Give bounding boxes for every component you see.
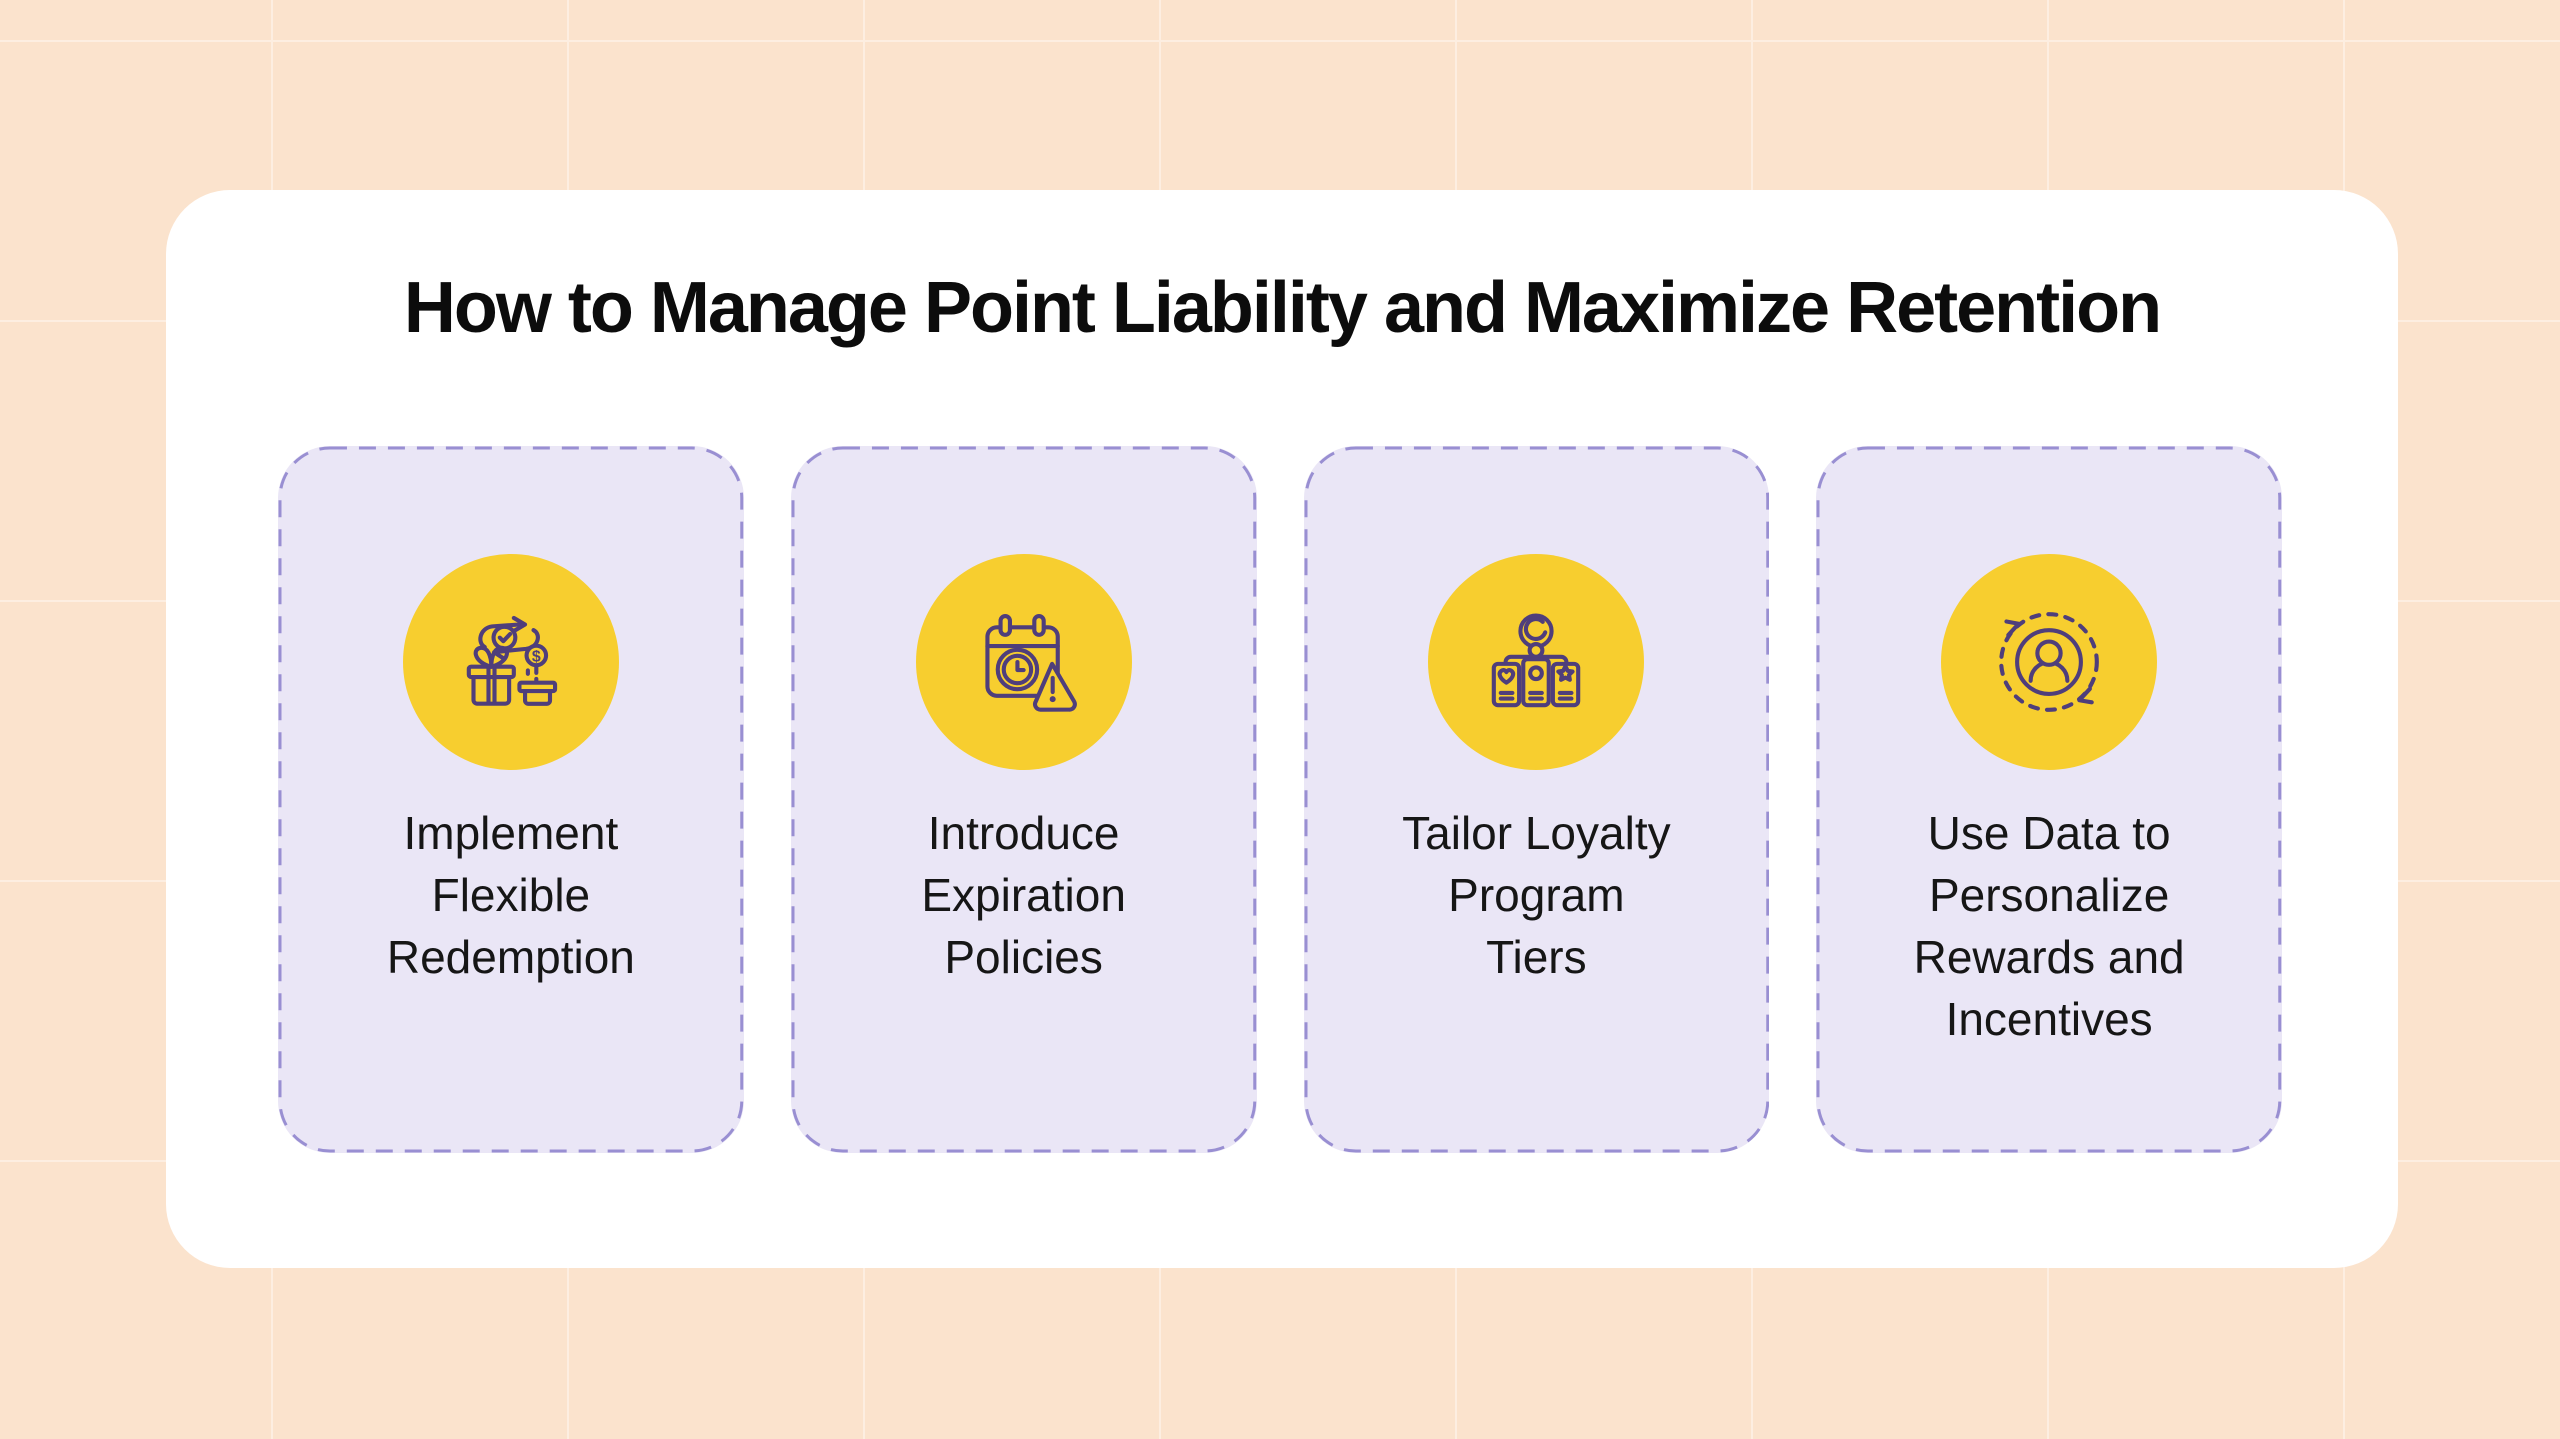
user-cycle-arrows-icon bbox=[1999, 612, 2099, 712]
card-loyalty-tiers: Tailor Loyalty Program Tiers bbox=[1303, 446, 1770, 1153]
card-expiration-policies: Introduce Expiration Policies bbox=[790, 446, 1257, 1153]
gift-exchange-coin-icon: $ bbox=[466, 615, 557, 706]
card-dashed-border bbox=[791, 446, 1257, 1153]
icon-circle bbox=[915, 554, 1132, 770]
card-dashed-border bbox=[1303, 446, 1769, 1153]
card-flexible-redemption: $ Implement Flexible Redemption bbox=[278, 446, 744, 1153]
icon-circle bbox=[1428, 554, 1645, 770]
card-label: Tailor Loyalty Program Tiers bbox=[1402, 807, 1671, 983]
card-dashed-border bbox=[278, 446, 744, 1153]
icon-circle bbox=[1941, 554, 2158, 770]
card-label: Implement Flexible Redemption bbox=[386, 807, 635, 983]
member-tier-cards-icon bbox=[1492, 613, 1581, 708]
card-label: Use Data to Personalize Rewards and Ince… bbox=[1913, 807, 2185, 1045]
page-title: How to Manage Point Liability and Maximi… bbox=[403, 268, 2162, 348]
content-panel: How to Manage Point Liability and Maximi… bbox=[166, 190, 2398, 1268]
card-personalized-rewards: Use Data to Personalize Rewards and Ince… bbox=[1816, 446, 2282, 1153]
card-label: Introduce Expiration Policies bbox=[921, 807, 1126, 983]
cards-row: $ Implement Flexible Redemption bbox=[278, 446, 2282, 1153]
icon-circle: $ bbox=[402, 554, 619, 770]
calendar-clock-warning-icon bbox=[985, 614, 1077, 712]
svg-text:$: $ bbox=[532, 648, 541, 665]
